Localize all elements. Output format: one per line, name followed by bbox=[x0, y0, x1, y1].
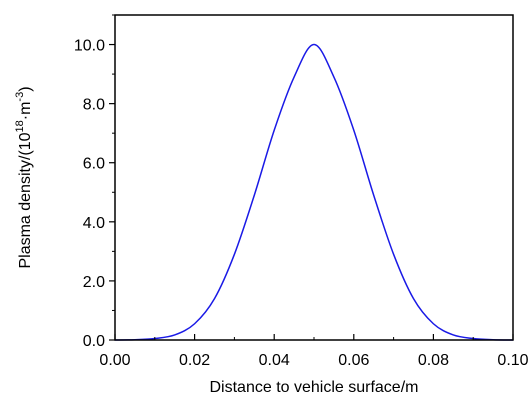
y-axis-title-exponent-1: 18 bbox=[14, 120, 26, 132]
x-tick-label: 0.08 bbox=[418, 352, 449, 369]
y-axis-title: Plasma density/(1018·m-3) bbox=[14, 86, 34, 268]
x-axis-ticks: 0.00 0.02 0.04 0.06 0.08 0.10 bbox=[99, 334, 529, 369]
x-tick-label: 0.10 bbox=[497, 352, 528, 369]
plot-frame bbox=[114, 14, 514, 341]
x-tick-label: 0.06 bbox=[338, 352, 369, 369]
y-tick-label: 0.0 bbox=[83, 333, 105, 350]
y-tick-label: 6.0 bbox=[83, 156, 105, 173]
x-axis-title: Distance to vehicle surface/m bbox=[210, 379, 419, 396]
y-axis-title-exponent-2: -3 bbox=[14, 92, 26, 102]
series-line bbox=[114, 43, 514, 341]
x-tick-label: 0.04 bbox=[259, 352, 290, 369]
plot-area bbox=[114, 43, 514, 341]
axes bbox=[114, 14, 514, 341]
y-tick-label: 4.0 bbox=[83, 215, 105, 232]
y-tick-label: 10.0 bbox=[74, 38, 105, 55]
x-tick-label: 0.00 bbox=[99, 352, 130, 369]
y-axis-title-suffix: ) bbox=[17, 86, 34, 91]
x-tick-label: 0.02 bbox=[179, 352, 210, 369]
y-tick-label: 8.0 bbox=[83, 97, 105, 114]
y-tick-label: 2.0 bbox=[83, 274, 105, 291]
y-axis-title-mid: ·m bbox=[17, 102, 34, 121]
y-axis-ticks: 0.0 2.0 4.0 6.0 8.0 10.0 bbox=[74, 14, 115, 350]
y-axis-title-prefix: Plasma density/(10 bbox=[17, 132, 34, 268]
